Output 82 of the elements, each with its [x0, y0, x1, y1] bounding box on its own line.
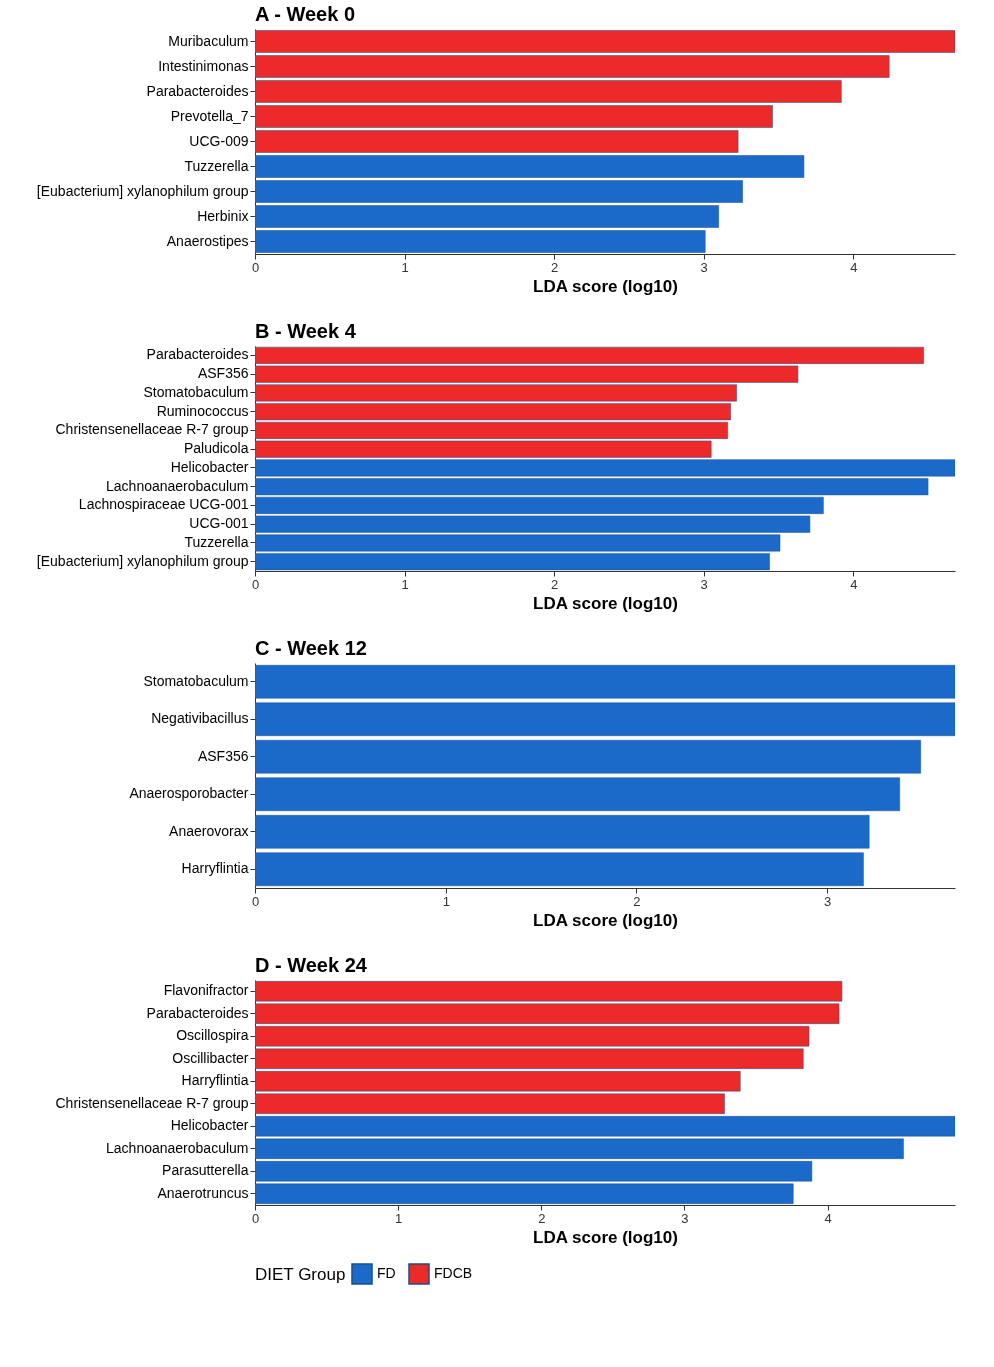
- y-tick-label: Anaerotruncus: [157, 1184, 249, 1201]
- x-tick-label: 3: [681, 1210, 689, 1226]
- y-tick-label: ASF356: [197, 747, 249, 764]
- y-tick-label: Herbinix: [197, 207, 249, 224]
- y-tick-label: Stomatobaculum: [143, 383, 249, 400]
- y-tick-label: Flavonifractor: [163, 982, 249, 999]
- x-tick-label: 2: [633, 893, 641, 909]
- x-tick-label: 0: [251, 576, 260, 592]
- bar: [255, 130, 739, 153]
- bar: [255, 205, 719, 228]
- y-tick-label: Parabacteroides: [146, 1004, 249, 1021]
- bar: [255, 702, 955, 736]
- y-tick-label: Ruminococcus: [156, 402, 249, 419]
- y-tick-label: Helicobacter: [170, 458, 249, 475]
- chart-title: C - Week 12: [255, 637, 367, 659]
- y-tick-label: Negativibacillus: [151, 710, 249, 727]
- x-axis-title: LDA score (log10): [533, 910, 678, 930]
- y-tick-label: Christensenellaceae R-7 group: [55, 1094, 249, 1111]
- x-axis-title: LDA score (log10): [533, 276, 678, 296]
- bar: [255, 777, 900, 811]
- y-tick-label: Paludicola: [183, 440, 249, 457]
- y-tick-label: Intestinimonas: [158, 57, 249, 74]
- x-tick-label: 4: [850, 576, 858, 592]
- y-tick-label: UCG-001: [189, 515, 249, 532]
- bar: [255, 30, 955, 53]
- y-tick-label: Oscillospira: [176, 1027, 249, 1044]
- x-tick-label: 4: [824, 1210, 832, 1226]
- y-tick-label: Helicobacter: [170, 1117, 249, 1134]
- y-tick-label: Prevotella_7: [170, 107, 249, 124]
- legend-label: FDCB: [434, 1265, 473, 1281]
- x-tick-label: 2: [538, 1210, 546, 1226]
- y-tick-label: Stomatobaculum: [143, 672, 249, 689]
- y-tick-label: Parasutterella: [162, 1162, 249, 1179]
- bar: [255, 105, 773, 128]
- y-tick-label: Christensenellaceae R-7 group: [55, 421, 249, 438]
- x-tick-label: 1: [401, 259, 409, 275]
- y-tick-label: Parabacteroides: [146, 82, 249, 99]
- y-tick-label: Tuzzerella: [184, 157, 249, 174]
- bar: [255, 740, 921, 774]
- y-tick-label: Anaerosporobacter: [129, 785, 249, 802]
- x-tick-label: 1: [395, 1210, 403, 1226]
- y-tick-label: Lachnoanaerobaculum: [106, 477, 249, 494]
- bar: [255, 55, 890, 78]
- bar: [255, 230, 706, 253]
- x-axis-title: LDA score (log10): [533, 1227, 678, 1247]
- y-tick-label: Oscillibacter: [172, 1049, 249, 1066]
- y-tick-label: [Eubacterium] xylanophilum group: [36, 182, 249, 199]
- y-tick-label: Anaerovorax: [169, 822, 249, 839]
- y-tick-label: UCG-009: [189, 132, 249, 149]
- x-tick-label: 2: [551, 576, 559, 592]
- x-axis-title: LDA score (log10): [533, 593, 678, 613]
- x-tick-label: 0: [251, 259, 260, 275]
- x-tick-label: 1: [442, 893, 450, 909]
- legend-title: DIET Group: [255, 1265, 346, 1284]
- x-tick-label: 3: [700, 259, 708, 275]
- y-tick-label: Anaerostipes: [166, 232, 249, 249]
- bar: [255, 80, 842, 103]
- chart-title: B - Week 4: [255, 320, 357, 342]
- y-tick-label: Parabacteroides: [146, 346, 249, 363]
- y-tick-label: [Eubacterium] xylanophilum group: [36, 552, 249, 569]
- y-tick-label: Tuzzerella: [184, 533, 249, 550]
- x-tick-label: 0: [251, 893, 260, 909]
- y-tick-label: Muribaculum: [168, 32, 249, 49]
- y-tick-label: Lachnospiraceae UCG-001: [78, 496, 249, 513]
- bar: [255, 815, 870, 849]
- x-tick-label: 2: [551, 259, 559, 275]
- bar: [255, 155, 805, 178]
- y-tick-label: Harryflintia: [181, 1072, 249, 1089]
- y-tick-label: Harryflintia: [181, 860, 249, 877]
- y-tick-label: Lachnoanaerobaculum: [106, 1139, 249, 1156]
- bar: [255, 665, 955, 699]
- chart-title: D - Week 24: [255, 954, 368, 976]
- x-tick-label: 0: [251, 1210, 260, 1226]
- legend-label: FD: [377, 1265, 396, 1281]
- x-tick-label: 3: [824, 893, 832, 909]
- x-tick-label: 1: [401, 576, 409, 592]
- y-tick-label: ASF356: [197, 365, 249, 382]
- bar: [255, 180, 743, 203]
- bar: [255, 852, 864, 886]
- x-tick-label: 3: [700, 576, 708, 592]
- x-tick-label: 4: [850, 259, 858, 275]
- chart-title: A - Week 0: [255, 3, 356, 25]
